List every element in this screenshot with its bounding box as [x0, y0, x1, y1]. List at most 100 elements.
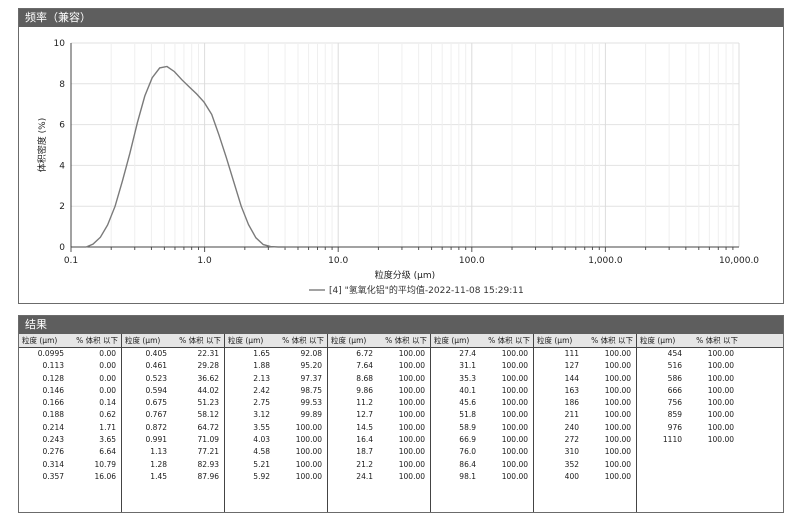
table-row: 40.1 100.00	[431, 385, 533, 397]
percent-value: 92.08	[300, 349, 322, 358]
table-row: 586 100.00	[637, 373, 783, 385]
percent-value: 100.00	[398, 422, 425, 432]
percent-value: 100.00	[501, 398, 528, 408]
table-row: 0.128 0.00	[19, 373, 121, 385]
table-row: 756 100.00	[637, 397, 783, 409]
percent-value: 100.00	[501, 422, 528, 432]
table-row: 86.4 100.00	[431, 459, 533, 471]
size-value: 76.0	[459, 447, 476, 457]
size-value: 0.357	[42, 471, 64, 481]
percent-value: 97.37	[300, 373, 322, 383]
table-row: 0.675 51.23	[122, 397, 224, 409]
results-column-header: 粒度 (μm) % 体积 以下	[534, 334, 636, 348]
size-value: 756	[667, 398, 682, 408]
percent-value: 0.00	[99, 385, 116, 395]
y-tick-label: 0	[59, 243, 65, 253]
results-panel: 结果 粒度 (μm)% 体积 以下 0.0995 0.00 0.113 0.00 0.12…	[18, 315, 784, 513]
size-value: 211	[564, 410, 579, 420]
size-value: 0.276	[42, 447, 64, 457]
percent-value: 100.00	[295, 422, 322, 432]
percent-value: 100.00	[604, 447, 631, 457]
size-value: 3.12	[253, 410, 270, 420]
percent-value: 44.02	[197, 385, 219, 395]
percent-value: 100.00	[398, 410, 425, 420]
size-value: 127	[564, 361, 579, 371]
percent-value: 100.00	[295, 459, 322, 469]
table-row: 7.64 100.00	[328, 360, 430, 372]
size-value: 163	[564, 385, 579, 395]
percent-value: 100.00	[604, 398, 631, 408]
percent-value: 100.00	[501, 447, 528, 457]
table-row: 454 100.00	[637, 348, 783, 360]
size-value: 516	[667, 361, 682, 371]
percent-value: 16.06	[94, 471, 116, 481]
table-row: 1.65 92.08	[225, 348, 327, 360]
percent-value: 100.00	[295, 471, 322, 481]
table-row: 0.872 64.72	[122, 422, 224, 434]
table-row: 0.243 3.65	[19, 434, 121, 446]
table-row: 98.1 100.00	[431, 471, 533, 483]
percent-value: 51.23	[197, 398, 219, 408]
table-row: 0.214 1.71	[19, 422, 121, 434]
size-value: 666	[667, 385, 682, 395]
percent-value: 100.00	[398, 361, 425, 371]
size-value: 400	[564, 471, 579, 481]
percent-value: 100.00	[501, 373, 528, 383]
table-row: 144 100.00	[534, 373, 636, 385]
size-value: 2.75	[253, 398, 270, 408]
x-axis-label: 粒度分级 (μm)	[375, 269, 435, 281]
y-tick-label: 2	[59, 202, 65, 212]
y-tick-label: 6	[59, 121, 65, 131]
percent-value: 100.00	[604, 422, 631, 432]
x-tick-label: 10.0	[328, 256, 348, 266]
x-tick-label: 1,000.0	[588, 256, 623, 266]
percent-value: 100.00	[707, 410, 734, 420]
table-row: 0.594 44.02	[122, 385, 224, 397]
table-row: 45.6 100.00	[431, 397, 533, 409]
table-row: 11.2 100.00	[328, 397, 430, 409]
size-value: 0.991	[145, 435, 167, 445]
size-value: 0.0995	[37, 349, 64, 358]
table-row: 8.68 100.00	[328, 373, 430, 385]
size-value: 0.675	[145, 398, 167, 408]
percent-value: 100.00	[604, 361, 631, 371]
table-row: 14.5 100.00	[328, 422, 430, 434]
size-value: 40.1	[459, 385, 476, 395]
table-row: 0.405 22.31	[122, 348, 224, 360]
size-value: 0.523	[145, 373, 167, 383]
percent-value: 100.00	[398, 373, 425, 383]
table-row: 1.28 82.93	[122, 459, 224, 471]
size-value: 58.9	[459, 422, 476, 432]
y-tick-label: 8	[59, 80, 65, 90]
table-row: 3.12 99.89	[225, 409, 327, 421]
table-row: 4.58 100.00	[225, 446, 327, 458]
size-value: 7.64	[356, 361, 373, 371]
percent-value: 29.28	[197, 361, 219, 371]
series-line	[85, 65, 286, 248]
table-row: 211 100.00	[534, 409, 636, 421]
size-value: 1.28	[150, 459, 167, 469]
table-row: 2.75 99.53	[225, 397, 327, 409]
percent-value: 22.31	[197, 349, 219, 358]
size-value: 31.1	[459, 361, 476, 371]
table-row: 1.88 95.20	[225, 360, 327, 372]
results-column-header: 粒度 (μm) % 体积 以下	[637, 334, 783, 348]
percent-value: 3.65	[99, 435, 116, 445]
size-value: 586	[667, 373, 682, 383]
percent-value: 100.00	[398, 459, 425, 469]
chart-panel: 频率（兼容） 0 2 4 6 8 10 0.1 1.0 10.0 100.0 1,000.0 10,0…	[18, 8, 784, 304]
table-row: 976 100.00	[637, 422, 783, 434]
size-value: 2.42	[253, 385, 270, 395]
percent-value: 0.14	[99, 398, 116, 408]
size-value: 859	[667, 410, 682, 420]
table-row: 27.4 100.00	[431, 348, 533, 360]
size-value: 0.243	[42, 435, 64, 445]
size-value: 2.13	[253, 373, 270, 383]
size-value: 8.68	[356, 373, 373, 383]
table-row: 0.276 6.64	[19, 446, 121, 458]
size-value: 4.58	[253, 447, 270, 457]
percent-value: 98.75	[300, 385, 322, 395]
table-row: 0.767 58.12	[122, 409, 224, 421]
size-value: 0.872	[145, 422, 167, 432]
table-row: 35.3 100.00	[431, 373, 533, 385]
